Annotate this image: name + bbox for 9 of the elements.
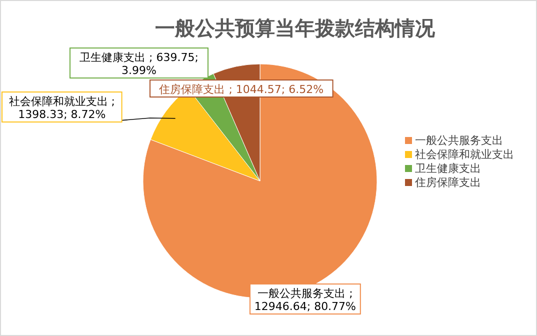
legend-label: 一般公共服务支出 [415, 134, 503, 147]
legend-label: 社会保障和就业支出 [415, 148, 514, 161]
data-label: 一般公共服务支出 ; 12946.64; 80.77% [254, 287, 356, 313]
data-label: 社会保障和就业支出 ; 1398.33; 8.72% [8, 95, 115, 121]
chart-title: 一般公共预算当年拨款结构情况 [155, 16, 436, 40]
data-label: 住房保障支出 ; 1044.57; 6.52% [159, 83, 324, 96]
legend-label: 住房保障支出 [415, 176, 481, 189]
data-label: 卫生健康支出 ; 639.75; 3.99% [80, 51, 198, 77]
legend-label: 卫生健康支出 [415, 162, 481, 175]
